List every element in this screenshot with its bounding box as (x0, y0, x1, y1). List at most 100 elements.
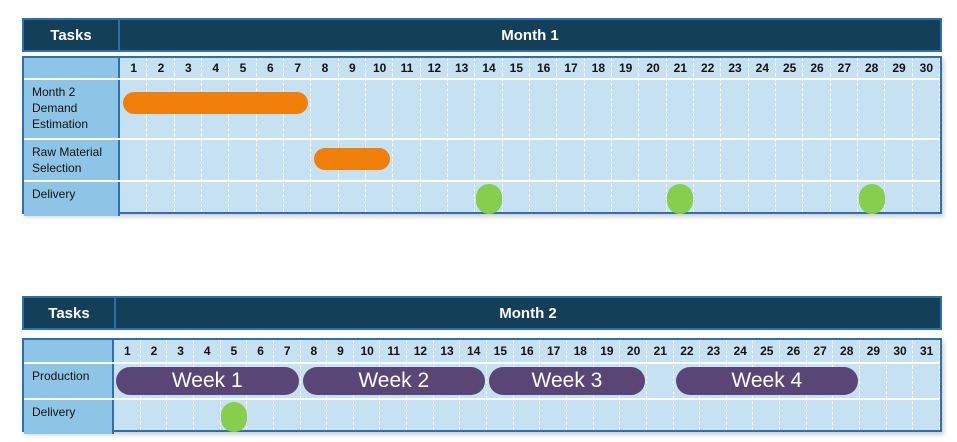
day-column (147, 58, 175, 212)
day-number: 3 (184, 61, 192, 75)
delivery-milestone (858, 184, 885, 214)
day-number: 28 (864, 61, 879, 75)
day-column (448, 58, 476, 212)
month-header: Month 1 (501, 26, 559, 44)
month-header: Month 2 (499, 304, 557, 322)
day-number: 9 (337, 344, 344, 358)
task-label: Delivery (24, 182, 120, 216)
row-separator (24, 78, 940, 80)
day-column (749, 58, 776, 212)
day-number: 20 (646, 61, 660, 75)
day-number: 24 (733, 344, 747, 358)
day-column (913, 340, 940, 430)
day-number: 24 (755, 61, 769, 75)
week-bar: Week 3 (489, 367, 645, 395)
day-column (530, 58, 558, 212)
day-number: 2 (157, 61, 165, 75)
day-column (120, 58, 148, 212)
day-column (858, 58, 886, 212)
day-number: 7 (294, 61, 301, 75)
day-number: 12 (427, 61, 441, 75)
day-number: 29 (866, 344, 881, 358)
day-number: 5 (230, 344, 238, 358)
gantt-header: Tasks Month 1 (22, 18, 942, 52)
day-number: 8 (321, 61, 329, 75)
day-number: 19 (618, 61, 633, 75)
day-column (585, 58, 612, 212)
day-column (311, 58, 339, 212)
day-number: 15 (493, 344, 508, 358)
day-number: 12 (413, 344, 428, 358)
task-label: Raw Material Selection (24, 140, 120, 180)
day-number: 31 (919, 344, 934, 358)
day-number: 9 (348, 61, 356, 75)
gantt-chart-month-1: Tasks Month 1 1 2 3 4 5 6 7 8 9 10 11 12 13 14 15 16 17 1… (22, 18, 942, 216)
day-column (833, 340, 861, 430)
task-bar (314, 148, 391, 170)
day-column (503, 58, 530, 212)
day-number: 8 (310, 344, 318, 358)
day-number: 29 (892, 61, 906, 75)
day-column (620, 340, 647, 430)
day-column (721, 58, 749, 212)
day-number: 28 (840, 344, 854, 358)
day-number: 25 (782, 61, 797, 75)
day-number: 18 (591, 61, 605, 75)
week-bar: Week 1 (116, 367, 299, 395)
delivery-milestone (476, 184, 502, 214)
day-column (887, 340, 914, 430)
tasks-header: Tasks (24, 298, 116, 328)
day-number: 11 (400, 61, 414, 75)
day-column (694, 58, 722, 212)
day-number: 7 (283, 344, 291, 358)
day-number: 13 (454, 61, 469, 75)
day-number: 22 (700, 61, 715, 75)
tasks-header: Tasks (24, 20, 120, 50)
day-number: 30 (919, 61, 933, 75)
row-separator (24, 138, 940, 140)
day-column (460, 340, 488, 430)
gantt-header: Tasks Month 2 (22, 296, 942, 330)
day-number: 4 (203, 344, 211, 358)
day-column (860, 340, 887, 430)
day-column (257, 58, 284, 212)
day-number: 13 (440, 344, 454, 358)
delivery-milestone (220, 402, 247, 432)
day-number: 30 (893, 344, 907, 358)
day-number: 1 (130, 61, 137, 75)
day-number: 16 (536, 61, 551, 75)
day-number: 21 (653, 344, 667, 358)
day-number: 5 (239, 61, 247, 75)
delivery-milestone (667, 184, 694, 214)
week-bar: Week 4 (675, 367, 859, 395)
gantt-chart-month-2: Tasks Month 2 1 2 3 4 5 6 7 8 9 10 11 12 13 14 15 16 17 1… (22, 296, 942, 434)
day-number: 4 (212, 61, 219, 75)
day-number: 20 (626, 344, 641, 358)
day-column (339, 58, 366, 212)
row-separator (24, 398, 940, 400)
day-number: 21 (673, 61, 687, 75)
day-number: 16 (520, 344, 534, 358)
day-number: 17 (546, 344, 561, 358)
day-number: 27 (813, 344, 827, 358)
day-column (229, 58, 257, 212)
day-number: 25 (760, 344, 774, 358)
task-label: Production (24, 364, 114, 398)
day-column (421, 58, 448, 212)
day-number: 23 (706, 344, 721, 358)
task-label: Delivery (24, 400, 114, 434)
day-column (776, 58, 804, 212)
day-number: 10 (372, 61, 387, 75)
day-column (667, 58, 694, 212)
day-number: 26 (786, 344, 801, 358)
day-column (647, 340, 674, 430)
day-column (913, 58, 940, 212)
day-number: 26 (810, 61, 824, 75)
gantt-grid: 1 2 3 4 5 6 7 8 9 10 11 12 13 14 15 16 17 18 19 20 21 22 23 24 2… (22, 56, 942, 216)
gantt-grid: 1 2 3 4 5 6 7 8 9 10 11 12 13 14 15 16 17 18 19 20 21 22 23 24 2… (22, 338, 942, 434)
day-number: 19 (600, 344, 614, 358)
day-column (202, 58, 230, 212)
day-column (366, 58, 394, 212)
day-number: 18 (573, 344, 587, 358)
day-column (393, 58, 421, 212)
